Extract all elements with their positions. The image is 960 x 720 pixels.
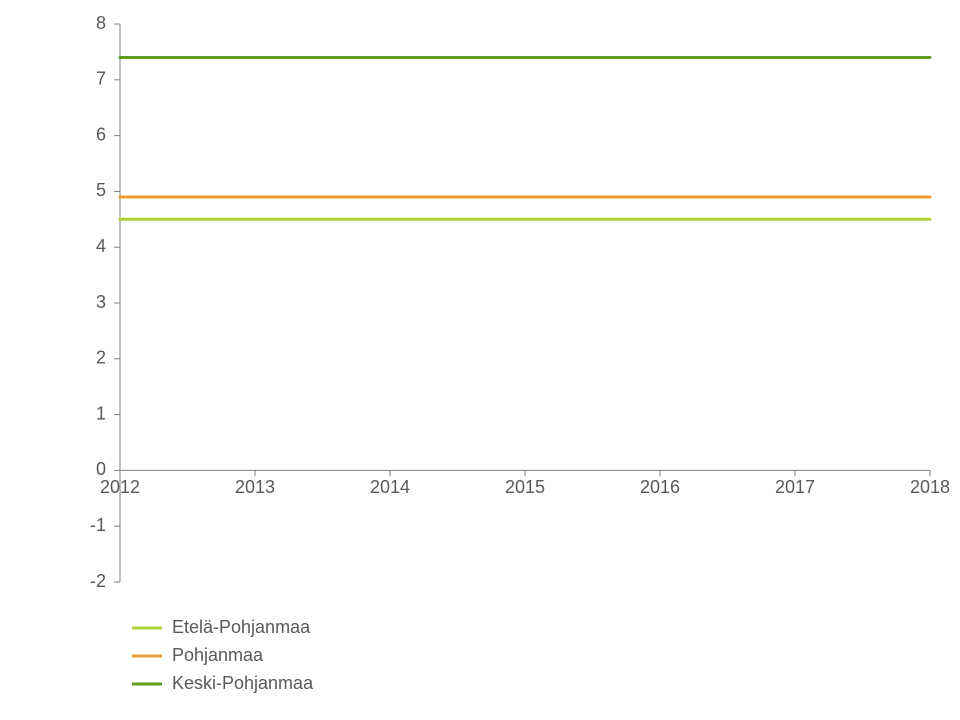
- y-tick-label: 7: [96, 69, 106, 89]
- y-tick-label: 2: [96, 348, 106, 368]
- x-tick-label: 2015: [505, 477, 545, 497]
- y-tick-label: 8: [96, 13, 106, 33]
- x-tick-label: 2014: [370, 477, 410, 497]
- y-tick-label: 3: [96, 292, 106, 312]
- legend-label: Etelä-Pohjanmaa: [172, 617, 311, 637]
- y-tick-label: 1: [96, 403, 106, 423]
- line-chart: -2 -1 0 1 2 3 4 5 6 7 8 2012 2013 2014 2015 2016 2017 201…: [0, 0, 960, 720]
- y-tick-label: -1: [90, 515, 106, 535]
- x-tick-label: 2013: [235, 477, 275, 497]
- y-tick-label: 6: [96, 124, 106, 144]
- x-tick-label: 2012: [100, 477, 140, 497]
- y-tick-label: 5: [96, 180, 106, 200]
- y-tick-label: -2: [90, 571, 106, 591]
- x-tick-label: 2016: [640, 477, 680, 497]
- legend-label: Pohjanmaa: [172, 645, 264, 665]
- legend-label: Keski-Pohjanmaa: [172, 673, 314, 693]
- x-tick-label: 2017: [775, 477, 815, 497]
- y-tick-label: 0: [96, 459, 106, 479]
- y-tick-label: 4: [96, 236, 106, 256]
- x-tick-label: 2018: [910, 477, 950, 497]
